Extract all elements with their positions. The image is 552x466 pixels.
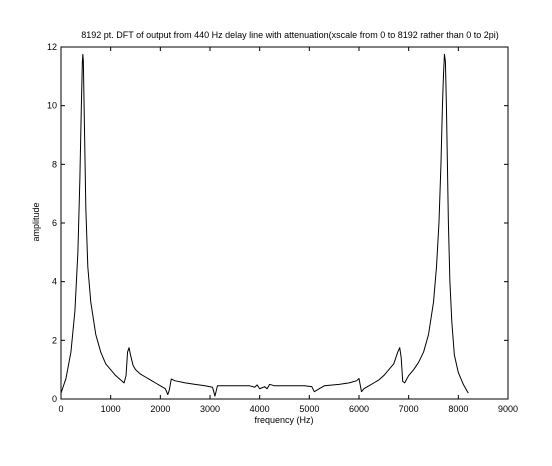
x-tick-label: 1000	[101, 404, 121, 414]
x-tick-label: 8000	[448, 404, 468, 414]
x-tick-label: 0	[58, 404, 63, 414]
chart-title: 8192 pt. DFT of output from 440 Hz delay…	[81, 30, 499, 40]
y-tick-label: 2	[52, 335, 57, 345]
y-axis-ticks: 0 2 4 6 8 10 12	[47, 42, 508, 404]
x-tick-label: 9000	[498, 404, 518, 414]
y-tick-label: 6	[52, 218, 57, 228]
y-tick-label: 12	[47, 42, 57, 52]
x-tick-label: 6000	[349, 404, 369, 414]
y-tick-label: 4	[52, 277, 57, 287]
x-tick-label: 7000	[399, 404, 419, 414]
x-axis-label: frequency (Hz)	[254, 415, 313, 425]
x-tick-label: 5000	[299, 404, 319, 414]
plot-frame	[60, 46, 509, 400]
x-tick-label: 2000	[150, 404, 170, 414]
y-tick-label: 8	[52, 159, 57, 169]
x-tick-label: 3000	[200, 404, 220, 414]
x-axis-ticks: 0 1000 2000 3000 4000 5000 6000 7000 8000 9000	[58, 47, 518, 414]
y-axis-label: amplitude	[31, 202, 41, 241]
series-line	[60, 53, 469, 397]
series-layer	[60, 53, 469, 397]
y-tick-label: 0	[52, 394, 57, 404]
y-tick-label: 10	[47, 101, 57, 111]
x-tick-label: 4000	[250, 404, 270, 414]
